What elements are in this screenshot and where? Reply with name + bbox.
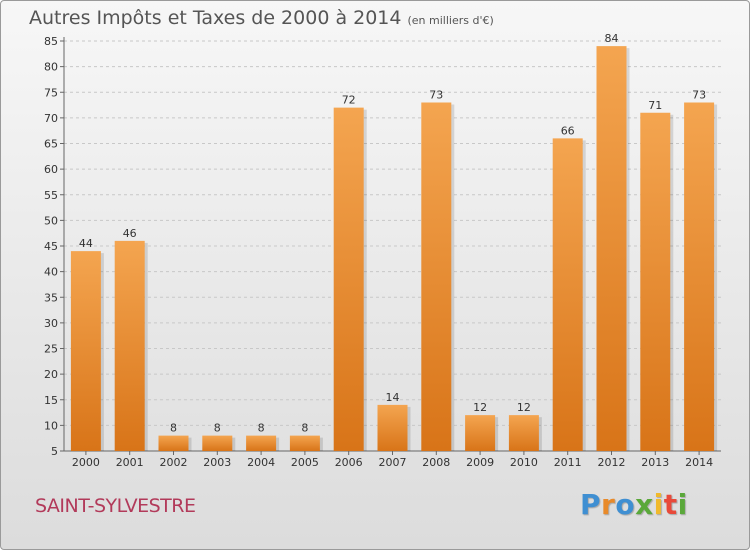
data-label: 73 xyxy=(692,89,706,102)
y-tick-label: 65 xyxy=(44,138,58,151)
bar xyxy=(246,435,277,451)
data-label: 46 xyxy=(123,227,137,240)
y-tick-label: 20 xyxy=(44,368,58,381)
proxiti-logo: Proxiti xyxy=(580,488,688,521)
y-tick-label: 25 xyxy=(44,343,58,356)
data-label: 44 xyxy=(79,237,93,250)
data-label: 12 xyxy=(473,401,487,414)
y-tick-label: 80 xyxy=(44,61,58,74)
x-tick-label: 2013 xyxy=(641,456,669,469)
y-tick-label: 50 xyxy=(44,214,58,227)
x-tick-label: 2009 xyxy=(466,456,494,469)
data-label: 72 xyxy=(342,94,356,107)
x-tick-label: 2011 xyxy=(554,456,582,469)
x-tick-label: 2010 xyxy=(510,456,538,469)
data-label: 8 xyxy=(170,422,177,435)
x-tick-label: 2007 xyxy=(379,456,407,469)
chart-subtitle: (en milliers d'€) xyxy=(407,14,494,27)
y-tick-label: 30 xyxy=(44,317,58,330)
logo-letter: r xyxy=(601,488,616,521)
bar xyxy=(640,112,671,451)
bar xyxy=(202,435,233,451)
bar xyxy=(465,415,496,451)
logo-letter: i xyxy=(677,488,688,521)
x-tick-label: 2004 xyxy=(247,456,275,469)
chart-title: Autres Impôts et Taxes de 2000 à 2014 (en… xyxy=(29,7,494,29)
bar xyxy=(114,240,145,451)
data-label: 84 xyxy=(605,32,619,45)
x-tick-label: 2005 xyxy=(291,456,319,469)
x-tick-label: 2001 xyxy=(116,456,144,469)
bar xyxy=(552,138,583,451)
bar xyxy=(596,46,627,451)
bar xyxy=(158,435,189,451)
x-tick-label: 2002 xyxy=(160,456,188,469)
x-tick-label: 2014 xyxy=(685,456,713,469)
data-label: 73 xyxy=(429,89,443,102)
data-label: 66 xyxy=(561,124,575,137)
bar xyxy=(377,404,408,451)
x-tick-label: 2003 xyxy=(203,456,231,469)
y-tick-label: 5 xyxy=(51,445,58,458)
bar xyxy=(508,415,539,451)
y-tick-label: 45 xyxy=(44,240,58,253)
logo-letter: x xyxy=(635,488,654,521)
bar xyxy=(684,102,715,451)
x-tick-label: 2012 xyxy=(598,456,626,469)
data-label: 8 xyxy=(301,422,308,435)
y-tick-label: 75 xyxy=(44,86,58,99)
y-tick-label: 60 xyxy=(44,163,58,176)
logo-letter: t xyxy=(663,488,678,521)
y-tick-label: 85 xyxy=(44,35,58,48)
logo-letter: i xyxy=(653,488,664,521)
y-tick-label: 35 xyxy=(44,291,58,304)
y-tick-label: 40 xyxy=(44,266,58,279)
data-label: 12 xyxy=(517,401,531,414)
bar xyxy=(289,435,320,451)
y-tick-label: 55 xyxy=(44,189,58,202)
commune-name: SAINT-SYLVESTRE xyxy=(35,495,196,517)
y-tick-label: 15 xyxy=(44,394,58,407)
bar xyxy=(333,107,364,451)
x-tick-label: 2008 xyxy=(422,456,450,469)
y-tick-label: 10 xyxy=(44,419,58,432)
logo-letter: P xyxy=(580,488,602,521)
chart-title-text: Autres Impôts et Taxes de 2000 à 2014 xyxy=(29,7,402,29)
x-tick-label: 2000 xyxy=(72,456,100,469)
data-label: 14 xyxy=(386,391,400,404)
x-tick-label: 2006 xyxy=(335,456,363,469)
data-label: 8 xyxy=(214,422,221,435)
data-label: 71 xyxy=(648,99,662,112)
y-tick-label: 70 xyxy=(44,112,58,125)
logo-letter: o xyxy=(615,488,636,521)
bar xyxy=(421,102,452,451)
bar xyxy=(70,251,101,451)
data-label: 8 xyxy=(258,422,265,435)
